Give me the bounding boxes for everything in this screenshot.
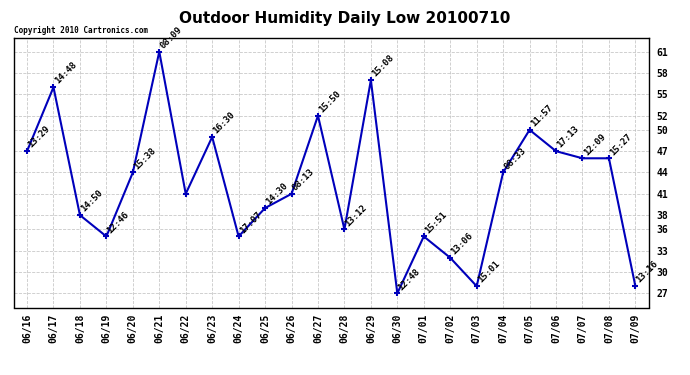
Text: 15:27: 15:27 [608,132,633,157]
Text: 13:12: 13:12 [344,202,369,228]
Text: 12:48: 12:48 [397,267,422,292]
Text: 14:30: 14:30 [264,181,290,207]
Text: 16:30: 16:30 [211,110,237,136]
Text: 17:07: 17:07 [238,210,263,235]
Text: 08:13: 08:13 [290,167,316,192]
Text: 08:09: 08:09 [159,25,184,50]
Text: 14:50: 14:50 [79,188,104,214]
Text: 11:57: 11:57 [529,103,554,129]
Text: 15:50: 15:50 [317,89,342,114]
Text: 14:48: 14:48 [52,60,78,86]
Text: Outdoor Humidity Daily Low 20100710: Outdoor Humidity Daily Low 20100710 [179,11,511,26]
Text: 15:01: 15:01 [476,260,501,285]
Text: 17:13: 17:13 [555,124,580,150]
Text: 15:08: 15:08 [370,53,395,79]
Text: 12:09: 12:09 [582,132,607,157]
Text: 13:06: 13:06 [449,231,475,256]
Text: 12:46: 12:46 [106,210,131,235]
Text: 08:33: 08:33 [502,146,528,171]
Text: 13:16: 13:16 [635,260,660,285]
Text: 15:51: 15:51 [423,210,448,235]
Text: 13:29: 13:29 [26,124,52,150]
Text: 15:38: 15:38 [132,146,157,171]
Text: Copyright 2010 Cartronics.com: Copyright 2010 Cartronics.com [14,26,148,35]
